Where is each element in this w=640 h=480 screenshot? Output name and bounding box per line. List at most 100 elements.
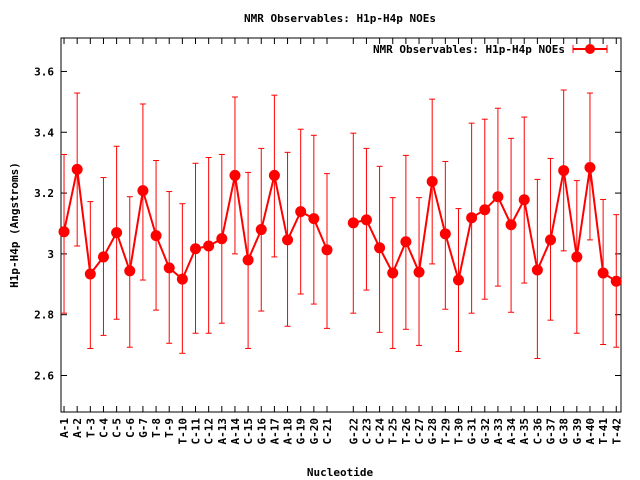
x-tick-label: G-7 bbox=[137, 418, 150, 438]
x-tick-label: C-24 bbox=[374, 418, 387, 445]
y-tick-label: 2.6 bbox=[34, 370, 54, 383]
y-tick-label: 2.8 bbox=[34, 309, 54, 322]
chart-title: NMR Observables: H1p-H4p NOEs bbox=[244, 12, 436, 25]
x-tick-label: A-18 bbox=[282, 418, 295, 445]
data-point bbox=[545, 234, 557, 246]
data-point bbox=[387, 267, 399, 279]
data-point bbox=[163, 262, 175, 274]
data-point bbox=[360, 214, 372, 226]
y-axis-label: H1p-H4p (Angstroms) bbox=[8, 162, 21, 288]
y-tick-label: 3 bbox=[47, 248, 54, 261]
y-tick-label: 3.2 bbox=[34, 187, 54, 200]
data-point bbox=[466, 212, 478, 224]
data-point bbox=[610, 275, 622, 287]
data-point bbox=[268, 169, 280, 181]
data-point bbox=[492, 191, 504, 203]
x-tick-label: A-14 bbox=[229, 418, 242, 445]
x-tick-label: A-34 bbox=[505, 418, 518, 445]
x-tick-label: C-27 bbox=[413, 418, 426, 445]
x-tick-label: T-9 bbox=[163, 418, 176, 438]
data-point bbox=[58, 226, 70, 238]
x-tick-label: A-35 bbox=[518, 418, 531, 445]
x-tick-label: G-22 bbox=[347, 418, 360, 445]
x-tick-label: T-10 bbox=[176, 418, 189, 445]
x-tick-label: G-16 bbox=[255, 418, 268, 445]
x-tick-label: C-21 bbox=[321, 418, 334, 445]
data-point bbox=[137, 185, 149, 197]
data-point bbox=[505, 219, 517, 231]
data-point bbox=[531, 264, 543, 276]
x-tick-label: A-13 bbox=[216, 418, 229, 445]
x-tick-label: C-4 bbox=[97, 418, 110, 438]
x-tick-label: T-41 bbox=[597, 418, 610, 445]
data-point bbox=[518, 194, 530, 206]
data-point bbox=[584, 162, 596, 174]
x-tick-label: C-5 bbox=[111, 418, 124, 438]
x-tick-label: C-36 bbox=[531, 418, 544, 445]
data-point bbox=[295, 206, 307, 218]
x-tick-label: G-31 bbox=[466, 418, 479, 445]
legend: NMR Observables: H1p-H4p NOEs bbox=[373, 43, 608, 56]
x-tick-label: A-33 bbox=[492, 418, 505, 445]
data-point bbox=[479, 204, 491, 216]
x-tick-label: T-3 bbox=[84, 418, 97, 438]
data-point bbox=[308, 213, 320, 225]
x-tick-label: G-32 bbox=[479, 418, 492, 445]
x-tick-label: T-30 bbox=[452, 418, 465, 445]
data-point bbox=[203, 240, 215, 252]
legend-label: NMR Observables: H1p-H4p NOEs bbox=[373, 43, 565, 56]
x-tick-label: C-15 bbox=[242, 418, 255, 445]
x-axis: A-1 A-2 T-3 C-4 C-5 C-6 G-7 T-8 T-9 T-10 C-11 C-12 A… bbox=[58, 38, 623, 445]
data-point bbox=[190, 243, 202, 255]
plot-frame bbox=[60, 37, 622, 413]
x-tick-label: C-11 bbox=[190, 418, 203, 445]
data-point bbox=[452, 274, 464, 286]
data-point bbox=[413, 266, 425, 278]
x-tick-label: G-19 bbox=[295, 418, 308, 445]
x-tick-label: G-38 bbox=[558, 418, 571, 445]
x-tick-label: T-8 bbox=[150, 418, 163, 438]
data-point bbox=[242, 254, 254, 266]
data-point bbox=[229, 169, 241, 181]
data-point bbox=[255, 224, 267, 236]
data-point bbox=[597, 267, 609, 279]
series-noe bbox=[58, 89, 622, 359]
data-point bbox=[347, 217, 359, 229]
x-tick-label: T-26 bbox=[400, 418, 413, 445]
data-point bbox=[571, 251, 583, 263]
x-tick-label: T-25 bbox=[387, 418, 400, 445]
y-axis: 2.6 2.8 3 3.2 3.4 3.6 bbox=[34, 65, 621, 383]
data-point bbox=[558, 165, 570, 177]
data-point bbox=[84, 268, 96, 280]
legend-marker bbox=[585, 44, 595, 54]
x-tick-label: G-20 bbox=[308, 418, 321, 445]
x-tick-label: T-29 bbox=[439, 418, 452, 445]
x-tick-label: A-2 bbox=[71, 418, 84, 438]
x-tick-label: T-42 bbox=[610, 418, 623, 445]
data-point bbox=[426, 176, 438, 188]
series-line bbox=[63, 167, 617, 283]
x-tick-label: A-1 bbox=[58, 418, 71, 438]
data-point bbox=[400, 236, 412, 248]
data-point bbox=[321, 244, 333, 256]
x-tick-label: A-40 bbox=[584, 418, 597, 445]
x-tick-label: G-37 bbox=[545, 418, 558, 445]
data-point bbox=[124, 265, 136, 277]
x-tick-label: C-12 bbox=[203, 418, 216, 445]
data-point bbox=[282, 234, 294, 246]
data-point bbox=[150, 230, 162, 242]
y-tick-label: 3.4 bbox=[34, 126, 54, 139]
data-point bbox=[111, 227, 123, 239]
x-tick-label: C-6 bbox=[124, 418, 137, 438]
x-axis-label: Nucleotide bbox=[307, 466, 374, 479]
data-point bbox=[374, 242, 386, 254]
data-point bbox=[71, 163, 83, 175]
y-tick-label: 3.6 bbox=[34, 65, 54, 78]
x-tick-label: A-17 bbox=[268, 418, 281, 445]
data-point bbox=[176, 273, 188, 285]
data-point bbox=[97, 251, 109, 263]
x-tick-label: G-39 bbox=[571, 418, 584, 445]
x-tick-label: C-23 bbox=[360, 418, 373, 445]
